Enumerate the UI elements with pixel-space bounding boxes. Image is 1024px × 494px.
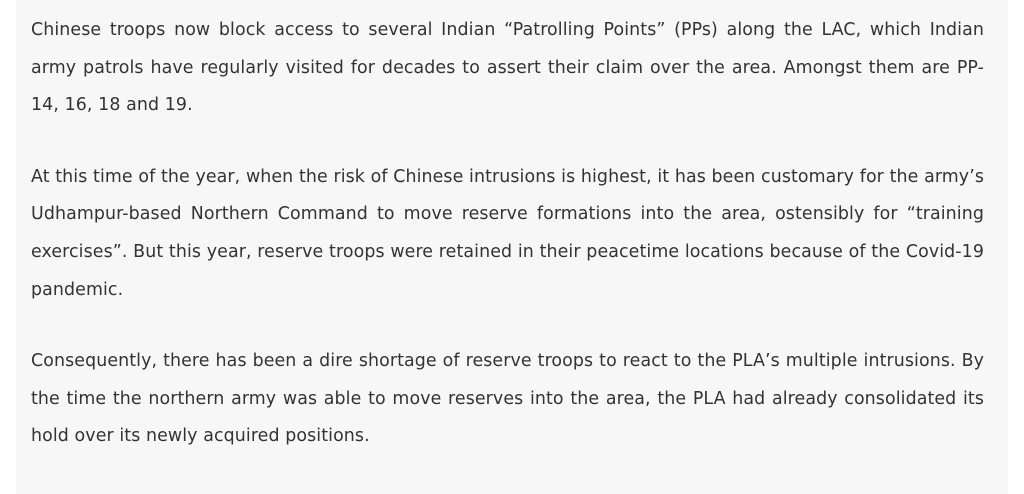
paragraph-patrolling-points: Chinese troops now block access to sever… [31, 20, 984, 116]
paragraph-reserve-formations: At this time of the year, when the risk … [31, 166, 984, 300]
article-text-block: Chinese troops now block access to sever… [16, 0, 1008, 494]
paragraph-shortage-of-reserves: Consequently, there has been a dire shor… [31, 351, 984, 447]
